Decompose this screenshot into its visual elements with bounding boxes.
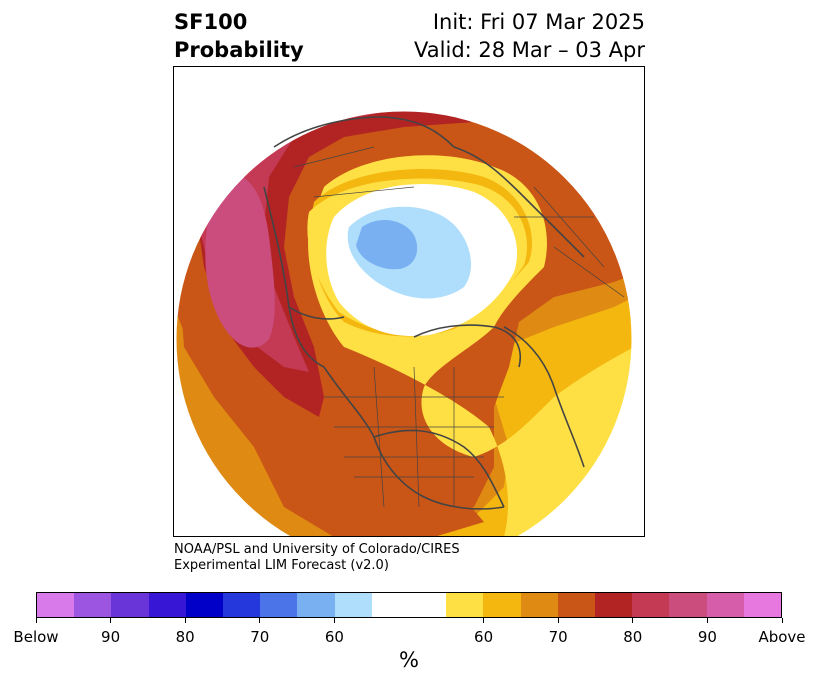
colorbar-segment xyxy=(260,593,298,617)
title-variable: SF100 xyxy=(174,10,248,34)
colorbar-tick-mark xyxy=(557,618,559,623)
colorbar-tick-mark xyxy=(184,618,186,623)
colorbar-tick-label: 60 xyxy=(324,628,344,646)
polar-projection-map xyxy=(175,110,633,536)
colorbar-segment xyxy=(148,593,186,617)
colorbar-tick-mark xyxy=(110,618,112,623)
colorbar-segment xyxy=(446,593,484,617)
colorbar-segment xyxy=(520,593,558,617)
colorbar-tick-label: 80 xyxy=(623,628,643,646)
colorbar xyxy=(36,592,782,618)
colorbar-unit: % xyxy=(399,648,419,672)
map-panel xyxy=(173,66,645,537)
credit-line-1: NOAA/PSL and University of Colorado/CIRE… xyxy=(174,542,460,557)
forecast-dates: Init: Fri 07 Mar 2025 Valid: 28 Mar – 03… xyxy=(414,8,645,64)
colorbar-tick-label: 70 xyxy=(250,628,270,646)
colorbar-segment xyxy=(111,593,149,617)
colorbar-tick-mark xyxy=(259,618,261,623)
colorbar-segment xyxy=(632,593,670,617)
colorbar-tick-mark xyxy=(333,618,335,623)
colorbar-segment xyxy=(706,593,744,617)
colorbar-tick-mark xyxy=(632,618,634,623)
colorbar-segment xyxy=(74,593,112,617)
field-pink xyxy=(205,175,275,348)
credit-line-2: Experimental LIM Forecast (v2.0) xyxy=(174,558,389,573)
colorbar-tick-mark xyxy=(35,618,37,623)
colorbar-segment xyxy=(297,593,335,617)
colorbar-tick-mark xyxy=(781,618,783,623)
colorbar-segment xyxy=(371,593,410,617)
colorbar-segment xyxy=(185,593,224,617)
colorbar-tick-label: 70 xyxy=(548,628,568,646)
colorbar-segment xyxy=(669,593,707,617)
colorbar-segment xyxy=(595,593,633,617)
colorbar-tick-label: Below xyxy=(13,628,59,646)
colorbar-tick-label: 80 xyxy=(175,628,195,646)
colorbar-segment xyxy=(37,593,75,617)
colorbar-tick-mark xyxy=(483,618,485,623)
colorbar-segment xyxy=(223,593,261,617)
colorbar-segment xyxy=(334,593,372,617)
colorbar-tick-label: 60 xyxy=(474,628,494,646)
political-borders xyxy=(293,146,625,508)
colorbar-segment xyxy=(743,593,782,617)
coastlines xyxy=(263,116,585,510)
colorbar-tick-label: 90 xyxy=(101,628,121,646)
colorbar-segment xyxy=(483,593,521,617)
title-type: Probability xyxy=(174,38,304,62)
colorbar-segment xyxy=(557,593,596,617)
credit-text: NOAA/PSL and University of Colorado/CIRE… xyxy=(174,542,460,574)
colorbar-segment xyxy=(409,593,447,617)
init-date: Init: Fri 07 Mar 2025 xyxy=(432,10,645,34)
colorbar-tick-label: Above xyxy=(758,628,806,646)
map-edge xyxy=(175,110,633,536)
colorbar-tick-mark xyxy=(706,618,708,623)
field-blue xyxy=(356,220,418,270)
colorbar-tick-label: 90 xyxy=(697,628,717,646)
map-title: SF100 Probability xyxy=(174,8,304,64)
valid-range: Valid: 28 Mar – 03 Apr xyxy=(414,38,645,62)
